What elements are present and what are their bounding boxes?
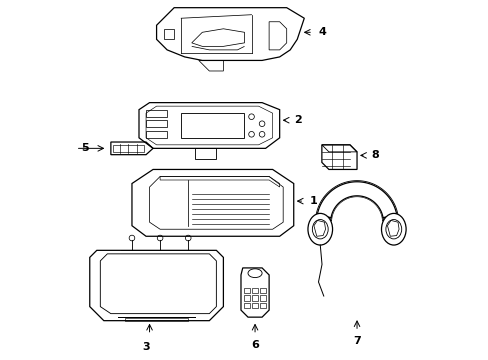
Bar bbox=[112, 145, 144, 152]
Bar bbox=[124, 318, 188, 321]
Bar bbox=[244, 295, 250, 301]
Polygon shape bbox=[316, 182, 397, 220]
Text: 3: 3 bbox=[142, 342, 149, 352]
Bar bbox=[260, 295, 265, 301]
Bar bbox=[244, 303, 250, 309]
Text: 7: 7 bbox=[352, 337, 360, 346]
Text: 2: 2 bbox=[293, 115, 301, 125]
Ellipse shape bbox=[307, 213, 332, 245]
Text: 4: 4 bbox=[318, 27, 325, 37]
Text: 1: 1 bbox=[309, 196, 317, 206]
Bar bbox=[252, 288, 257, 293]
Text: 8: 8 bbox=[370, 150, 378, 161]
Bar bbox=[244, 288, 250, 293]
Bar bbox=[146, 110, 167, 117]
Text: 5: 5 bbox=[81, 143, 88, 153]
Ellipse shape bbox=[381, 213, 405, 245]
Bar bbox=[181, 113, 244, 138]
Bar bbox=[146, 120, 167, 127]
Bar bbox=[260, 303, 265, 309]
Bar bbox=[252, 295, 257, 301]
Bar bbox=[260, 288, 265, 293]
Text: 6: 6 bbox=[251, 340, 259, 350]
Bar bbox=[146, 131, 167, 138]
Bar bbox=[252, 303, 257, 309]
